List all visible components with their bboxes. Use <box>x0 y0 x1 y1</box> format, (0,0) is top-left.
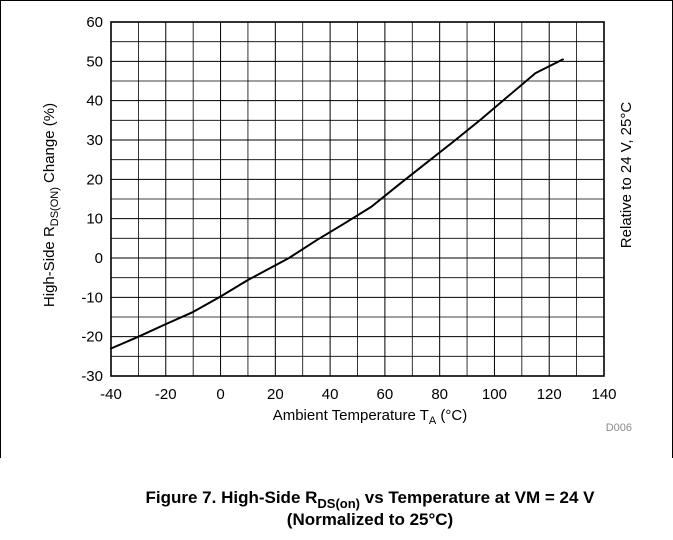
y-axis-label-sub: DS(ON) <box>49 187 61 226</box>
y-tick-label: -30 <box>81 368 103 385</box>
x-tick-label: 60 <box>377 386 394 403</box>
x-tick-label: 80 <box>431 386 448 403</box>
x-tick-label: 120 <box>537 386 562 403</box>
x-tick-label: 140 <box>591 386 616 403</box>
caption-line1-sub: DS(on) <box>317 496 360 511</box>
x-tick-labels: -40 -20 0 20 40 60 80 100 120 140 <box>100 386 616 403</box>
x-axis-label-suffix: (°C) <box>436 407 467 424</box>
y-tick-label: -10 <box>81 289 103 306</box>
y-axis-label-suffix: Change (%) <box>41 103 58 187</box>
caption-line1-suffix: vs Temperature at VM = 24 V <box>360 488 595 507</box>
y-axis-label: High-Side RDS(ON) Change (%) <box>41 103 61 307</box>
series-line-0 <box>110 58 564 350</box>
y-tick-label: 10 <box>86 211 103 228</box>
x-tick-label: 20 <box>267 386 284 403</box>
y-tick-label: 60 <box>86 14 103 31</box>
minor-grid <box>111 22 604 376</box>
series-layer <box>110 58 564 350</box>
x-axis-label-main: Ambient Temperature T <box>273 407 429 424</box>
figure-id: D006 <box>606 422 632 434</box>
x-tick-label: 100 <box>482 386 507 403</box>
y-axis-label-main: High-Side R <box>41 226 58 307</box>
x-tick-label: -20 <box>155 386 177 403</box>
right-axis-label: Relative to 24 V, 25°C <box>618 102 635 249</box>
caption-line1-prefix: Figure 7. High-Side R <box>146 488 318 507</box>
figure-caption-line2: (Normalized to 25°C) <box>287 510 453 529</box>
figure-caption-line1: Figure 7. High-Side RDS(on) vs Temperatu… <box>146 488 596 511</box>
x-tick-label: 40 <box>322 386 339 403</box>
y-tick-labels: -30 -20 -10 0 10 20 30 40 50 60 <box>81 14 103 385</box>
y-tick-label: -20 <box>81 329 103 346</box>
y-tick-label: 20 <box>86 171 103 188</box>
y-tick-label: 0 <box>95 250 103 267</box>
x-tick-label: 0 <box>216 386 224 403</box>
x-tick-label: -40 <box>100 386 122 403</box>
x-axis-label: Ambient Temperature TA (°C) <box>273 407 468 427</box>
y-tick-label: 50 <box>86 53 103 70</box>
y-tick-label: 40 <box>86 93 103 110</box>
plot-border <box>110 21 605 377</box>
x-axis-label-sub: A <box>429 415 437 427</box>
y-tick-label: 30 <box>86 132 103 149</box>
